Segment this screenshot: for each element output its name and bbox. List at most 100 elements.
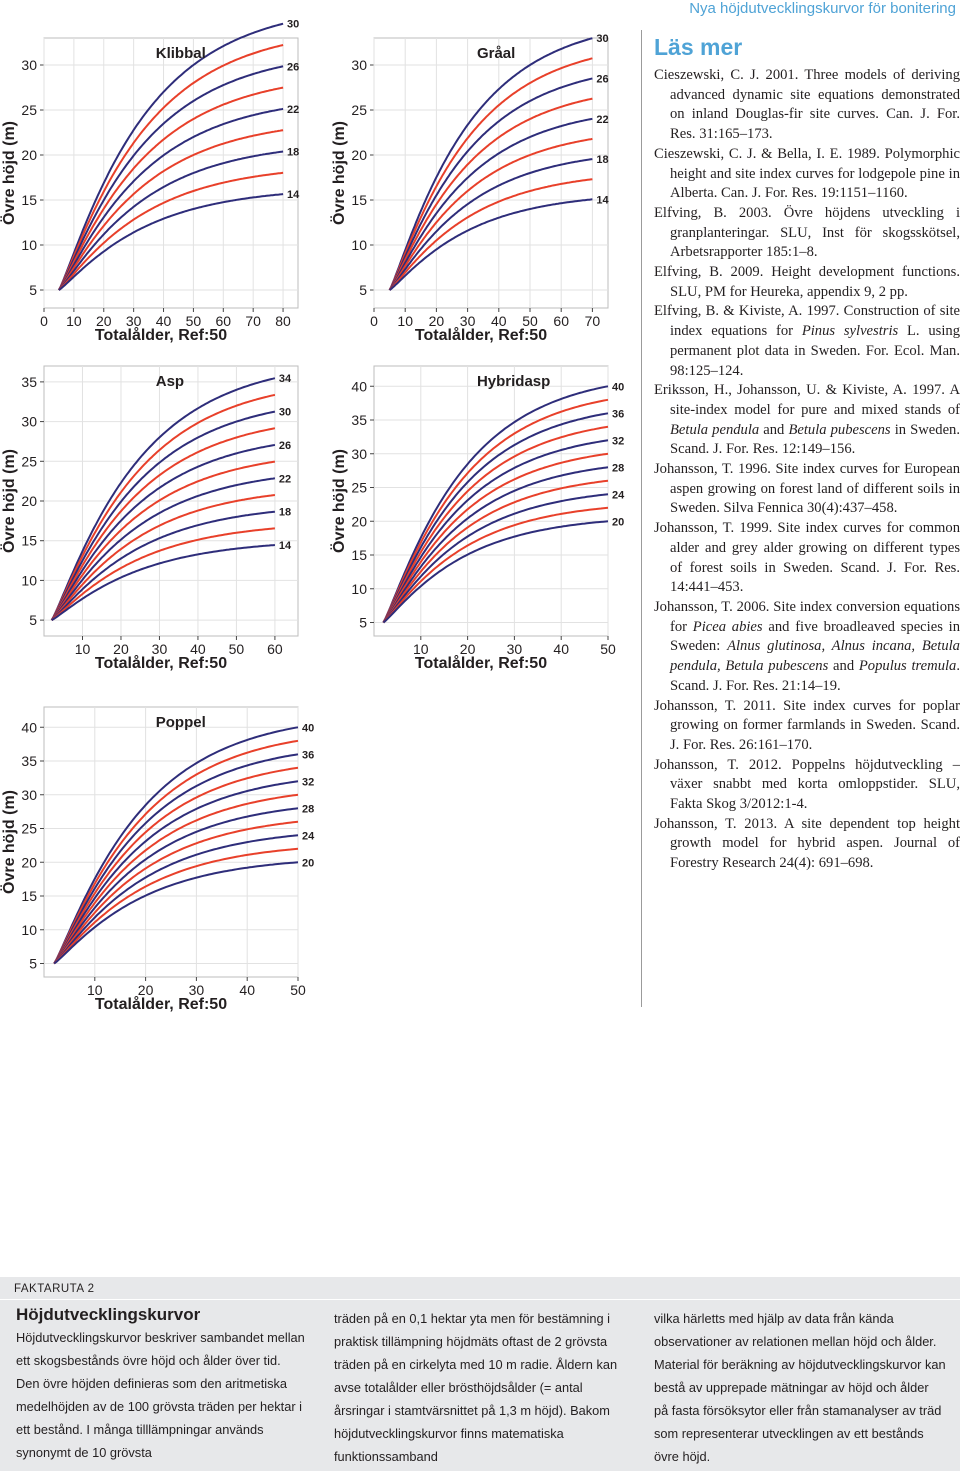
site-index-curve-16: [51, 527, 275, 621]
chart-title: Poppel: [156, 714, 206, 731]
reference-item: Johansson, T. 2012. Poppelns höjdutveckl…: [654, 756, 960, 815]
y-tick-label: 10: [351, 581, 367, 597]
y-tick-label: 30: [21, 57, 37, 73]
site-index-curve-22: [53, 847, 299, 965]
reference-text: and: [759, 421, 789, 438]
reference-item: Johansson, T. 2013. A site dependent top…: [654, 815, 960, 874]
y-tick-label: 5: [29, 612, 37, 628]
x-tick-label: 40: [491, 313, 507, 329]
y-tick-label: 10: [21, 572, 37, 588]
site-index-curve-32: [50, 393, 276, 621]
site-index-curve-20: [382, 520, 609, 624]
y-tick-label: 35: [21, 374, 37, 390]
reference-item: Johansson, T. 2011. Site index curves fo…: [654, 697, 960, 756]
curve-label: 40: [302, 722, 314, 734]
reference-text: in Sweden. Scand. J. For. Res. 12:149–15…: [670, 421, 960, 458]
fact-box-divider: [0, 1299, 960, 1300]
reference-text: and: [828, 658, 859, 675]
x-tick-label: 80: [275, 313, 291, 329]
y-tick-label: 5: [359, 282, 367, 298]
curve-label: 18: [279, 507, 291, 519]
y-axis-label: Övre höjd (m): [329, 449, 348, 553]
reference-list: Cieszewski, C. J. 2001. Three models of …: [642, 66, 960, 874]
chart-title: Hybridasp: [477, 373, 550, 390]
y-tick-label: 30: [21, 414, 37, 430]
reference-text: Eriksson, H., Johansson, U. & Kiviste, A…: [654, 382, 960, 418]
y-tick-label: 5: [29, 282, 37, 298]
site-index-curve-24: [388, 97, 593, 291]
reference-text: Johansson, T. 2011. Site index curves fo…: [654, 697, 960, 753]
site-index-curve-40: [382, 385, 609, 623]
reference-text: Johansson, T. 1999. Site index curves fo…: [654, 520, 960, 596]
reading-list: Läs mer Cieszewski, C. J. 2001. Three mo…: [641, 30, 960, 1007]
site-index-curve-18: [58, 150, 284, 291]
site-index-curve-24: [58, 86, 284, 291]
x-tick-label: 20: [96, 313, 112, 329]
site-index-curve-32: [382, 439, 609, 624]
fact-box-title: Höjdutvecklingskurvor: [16, 1305, 201, 1324]
curve-label: 26: [279, 440, 291, 452]
x-tick-label: 50: [290, 982, 306, 998]
site-index-curve-14: [58, 193, 284, 291]
y-tick-label: 35: [351, 412, 367, 428]
x-tick-label: 10: [87, 982, 103, 998]
chart-asp: 5 10 15 20 25 30 35 10 20 30 40 50 60 34 30 26 22 18 14 Asp…: [0, 356, 320, 672]
y-tick-label: 20: [351, 147, 367, 163]
reference-italic-text: Picea abies: [692, 618, 763, 635]
reference-text: Elfving, B. & Kiviste, A. 1997. Construc…: [654, 303, 960, 340]
curve-label: 32: [302, 776, 314, 788]
curve-label: 24: [302, 830, 315, 842]
plot-area: [43, 37, 299, 309]
site-index-curve-24: [50, 460, 276, 621]
x-tick-label: 30: [126, 313, 142, 329]
x-tick-label: 30: [152, 641, 168, 657]
curve-label: 18: [287, 147, 299, 159]
chart-svg: 5 10 15 20 25 30 0 10 20 30 40 50 60 70 30 26 22 18 14 Gråa…: [329, 33, 610, 344]
reference-text: Cieszewski, C. J. & Bella, I. E. 1989. P…: [654, 145, 960, 202]
site-index-curve-22: [58, 107, 284, 291]
site-index-curve-38: [382, 398, 609, 623]
x-tick-label: 60: [267, 641, 283, 657]
x-tick-label: 20: [138, 982, 154, 998]
y-tick-label: 5: [29, 956, 37, 972]
reference-text: Johansson, T. 2006. Site index conversio…: [654, 598, 960, 635]
site-index-curve-34: [50, 377, 276, 621]
site-index-curve-18: [51, 510, 276, 621]
site-index-curve-20: [58, 129, 284, 291]
site-index-curve-28: [58, 44, 284, 291]
y-tick-label: 25: [21, 453, 37, 469]
site-index-curve-30: [50, 410, 276, 621]
site-index-curve-30: [382, 452, 609, 624]
site-index-curve-20: [51, 494, 276, 621]
y-tick-label: 40: [21, 719, 37, 735]
site-index-curve-14: [389, 198, 593, 291]
reference-item: Johansson, T. 2006. Site index conversio…: [654, 598, 960, 697]
curve-label: 24: [612, 489, 625, 501]
chart-hybridasp: 5 10 15 20 25 30 35 40 10 20 30 40 50 40 36 32 28 24 20 Hyb…: [329, 356, 630, 672]
chart-svg: 5 10 15 20 25 30 35 10 20 30 40 50 60 34 30 26 22 18 14 Asp…: [0, 365, 299, 672]
curve-label: 20: [302, 857, 314, 869]
y-tick-label: 40: [351, 378, 367, 394]
site-index-curve-16: [58, 171, 284, 291]
x-tick-label: 10: [413, 641, 429, 657]
y-tick-label: 15: [21, 533, 37, 549]
reference-item: Elfving, B. 2003. Övre höjdens utvecklin…: [654, 204, 960, 263]
site-index-curve-22: [388, 117, 593, 291]
curve-label: 40: [612, 381, 624, 393]
curve-label: 36: [612, 408, 624, 420]
y-axis-label: Övre höjd (m): [0, 790, 18, 894]
x-tick-label: 40: [553, 641, 569, 657]
y-tick-label: 20: [21, 147, 37, 163]
curve-label: 20: [612, 516, 624, 528]
chart-svg: 5 10 15 20 25 30 0 10 20 30 40 50 60 70 80 30 26 22 18 14 Kl…: [0, 19, 300, 344]
chart-svg: 5 10 15 20 25 30 35 40 10 20 30 40 50 40 36 32 28 24 20 Hyb…: [329, 365, 625, 672]
site-index-curve-20: [388, 137, 593, 291]
fact-box-tag: FAKTARUTA 2: [14, 1283, 95, 1295]
site-index-curve-20: [53, 861, 299, 965]
y-tick-label: 10: [351, 237, 367, 253]
y-tick-label: 25: [351, 102, 367, 118]
site-index-curve-18: [388, 158, 593, 291]
x-tick-label: 20: [460, 641, 476, 657]
site-index-curve-26: [382, 479, 609, 624]
chart-poppel: 5 10 15 20 25 30 35 40 10 20 30 40 50 40 36 32 28 24 20 Pop…: [0, 697, 320, 1013]
